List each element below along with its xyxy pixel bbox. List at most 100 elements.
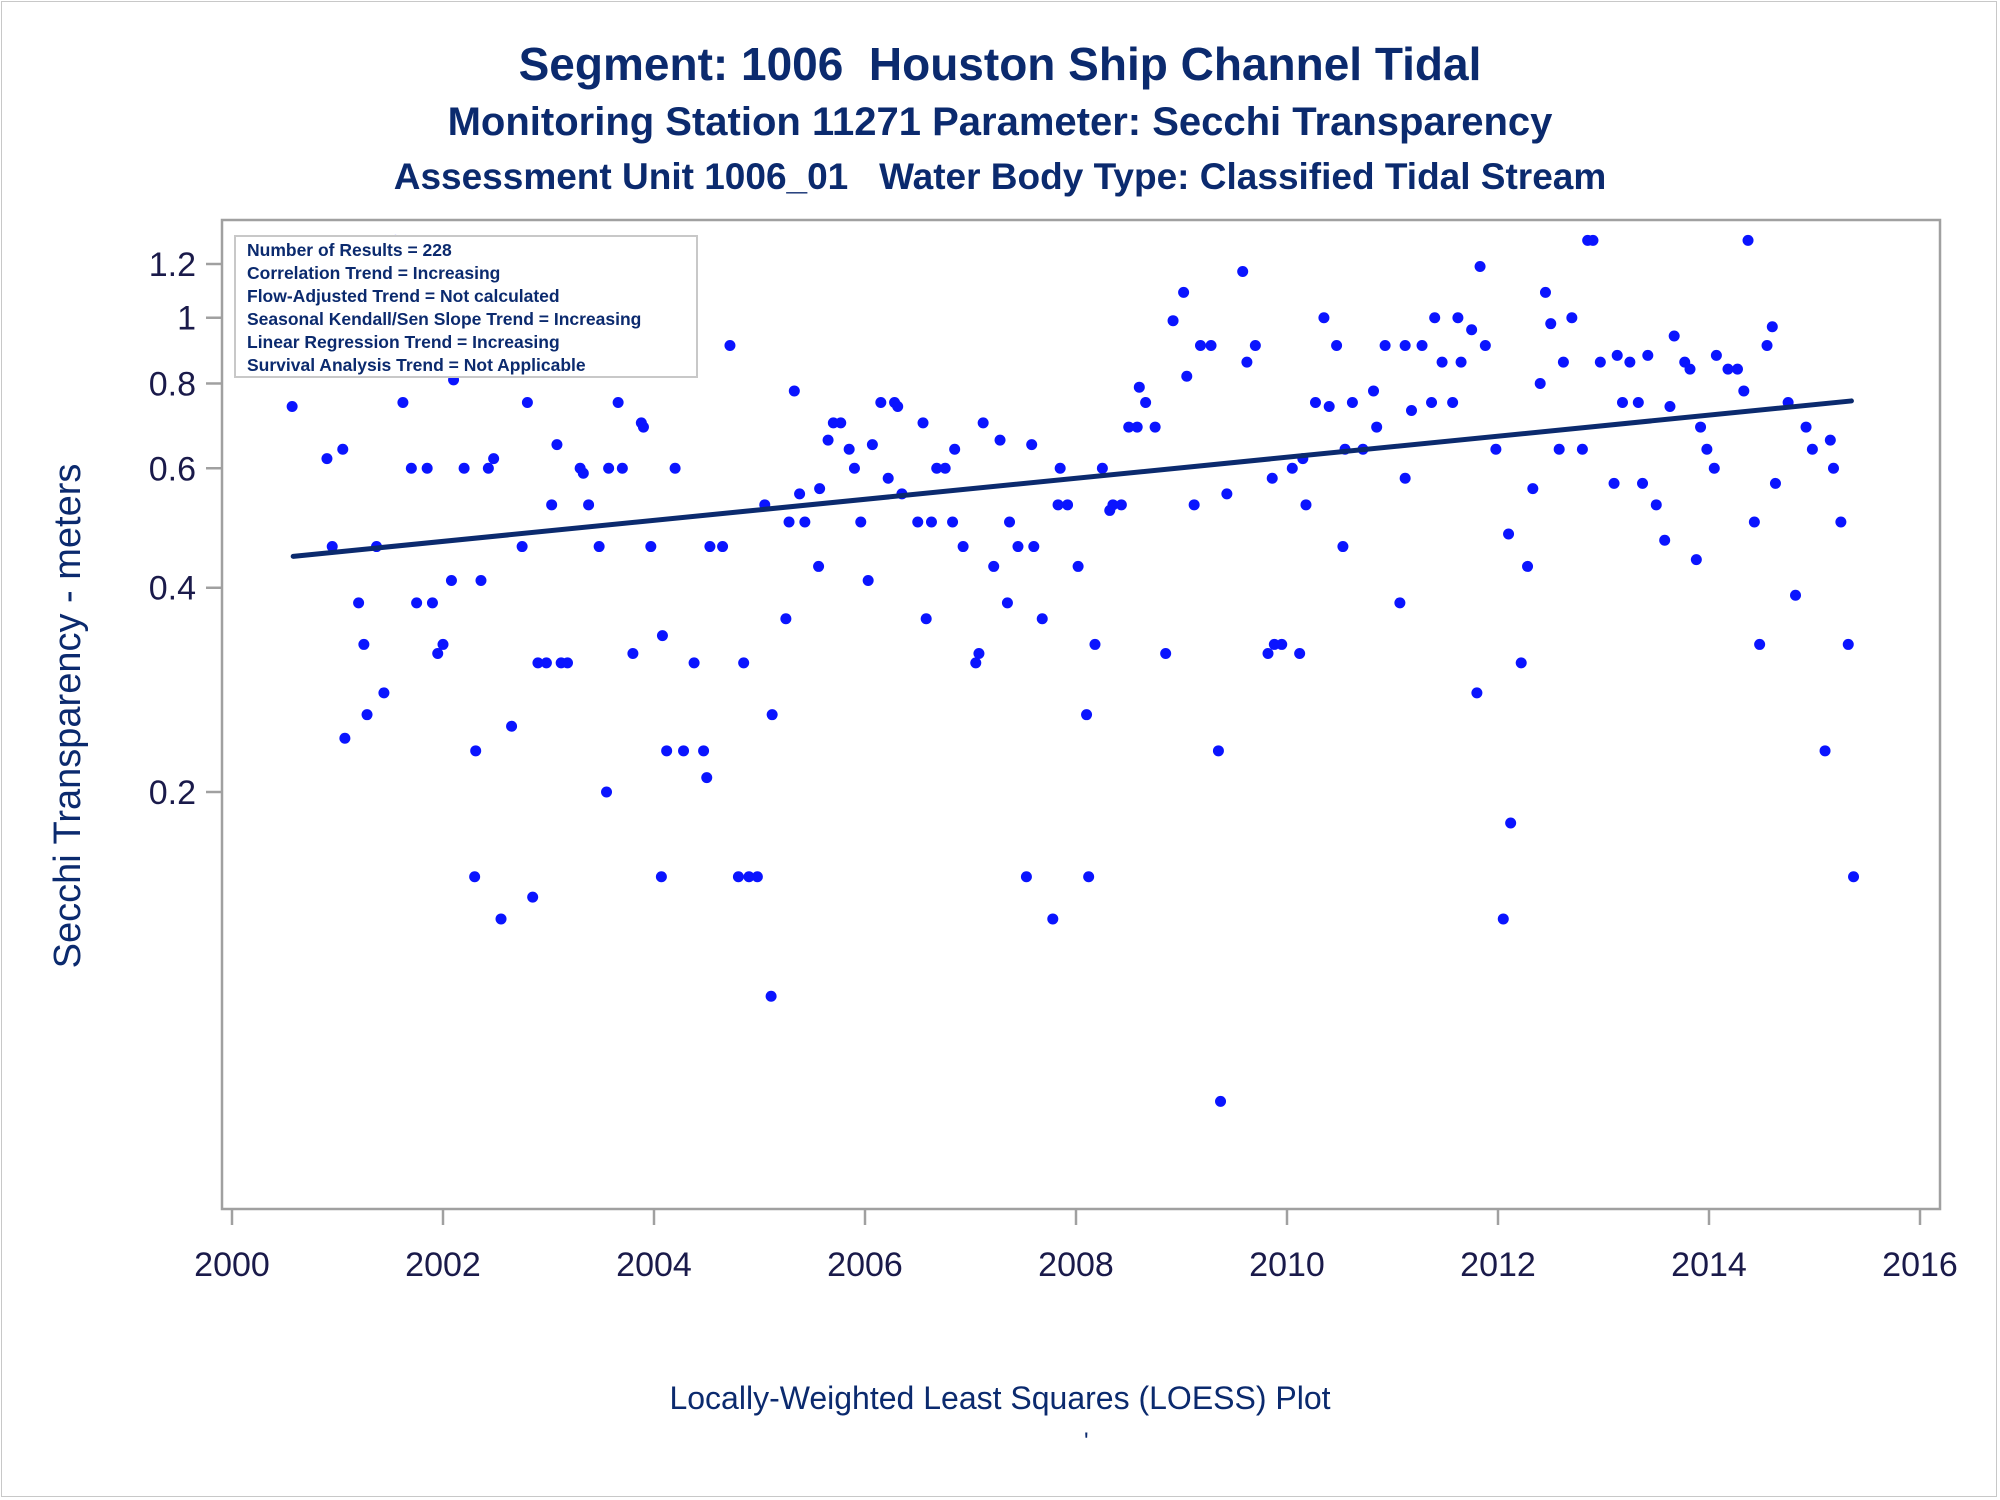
data-point	[939, 462, 951, 474]
stats-line: Correlation Trend = Increasing	[247, 263, 500, 283]
x-tick-label: 2002	[405, 1246, 481, 1284]
data-point	[1708, 462, 1720, 474]
data-point	[1054, 462, 1066, 474]
data-point	[1710, 349, 1722, 361]
data-point	[1371, 421, 1383, 433]
data-point	[1020, 871, 1032, 883]
data-point	[1167, 315, 1179, 327]
data-point	[788, 385, 800, 397]
data-point	[949, 443, 961, 455]
data-point	[1642, 349, 1654, 361]
data-point	[1587, 234, 1599, 246]
data-point	[475, 574, 487, 586]
data-point	[1249, 340, 1261, 352]
data-point	[892, 400, 904, 412]
data-point	[561, 657, 573, 669]
data-point	[1405, 404, 1417, 416]
data-point	[1754, 638, 1766, 650]
data-point	[593, 541, 605, 553]
data-point	[1001, 597, 1013, 609]
data-point	[717, 541, 729, 553]
y-tick-label: 1.2	[149, 246, 196, 284]
data-point	[1637, 477, 1649, 489]
data-point	[1545, 318, 1557, 330]
data-point	[1331, 340, 1343, 352]
stats-line: Survival Analysis Trend = Not Applicable	[247, 355, 586, 375]
data-point	[637, 421, 649, 433]
data-point	[1819, 745, 1831, 757]
data-point	[1659, 534, 1671, 546]
x-tick-label: 2012	[1460, 1246, 1536, 1284]
data-point	[920, 613, 932, 625]
chart-subtitle-2: Assessment Unit 1006_01 Water Body Type:…	[393, 156, 1607, 197]
y-axis: 0.2 0.4 0.6 0.8 1 1.2	[149, 246, 222, 812]
data-point	[603, 462, 615, 474]
data-point	[1824, 434, 1836, 446]
data-point	[1650, 499, 1662, 511]
data-point	[339, 732, 351, 744]
data-point	[882, 472, 894, 484]
data-point	[656, 630, 668, 642]
data-point	[458, 462, 470, 474]
data-point	[1083, 871, 1095, 883]
data-point	[1178, 286, 1190, 298]
data-point	[1241, 356, 1253, 368]
footnote: Locally-Weighted Least Squares (LOESS) P…	[669, 1380, 1331, 1416]
data-point	[1436, 356, 1448, 368]
data-point	[1790, 589, 1802, 601]
y-tick-label: 0.4	[149, 570, 196, 608]
data-point	[1212, 745, 1224, 757]
data-point	[1346, 397, 1358, 409]
x-axis: 2000 2002 2004 2006 2008 2010 2012 2014 2016	[194, 1209, 1958, 1284]
data-point	[1309, 397, 1321, 409]
data-point	[1160, 647, 1172, 659]
data-point	[1761, 340, 1773, 352]
stats-line: Seasonal Kendall/Sen Slope Trend = Incre…	[247, 309, 641, 329]
data-point	[701, 772, 713, 784]
data-point	[445, 574, 457, 586]
data-point	[1738, 385, 1750, 397]
data-point	[957, 541, 969, 553]
data-point	[1368, 385, 1380, 397]
data-point	[551, 439, 563, 451]
data-point	[1004, 516, 1016, 528]
data-point	[1115, 499, 1127, 511]
data-point	[437, 638, 449, 650]
data-point	[661, 745, 673, 757]
data-point	[1827, 462, 1839, 474]
data-point	[1490, 443, 1502, 455]
data-point	[743, 871, 755, 883]
data-point	[917, 417, 929, 429]
data-point	[751, 871, 763, 883]
data-point	[1701, 443, 1713, 455]
stats-box: Number of Results = 228 Correlation Tren…	[234, 235, 698, 378]
data-point	[931, 462, 943, 474]
x-tick-label: 2000	[194, 1246, 270, 1284]
data-point	[1429, 312, 1441, 324]
data-point	[321, 453, 333, 465]
chart-subtitle: Monitoring Station 11271 Parameter: Secc…	[447, 100, 1553, 144]
plot-area	[220, 218, 1942, 1211]
data-point	[1766, 321, 1778, 333]
data-point	[1842, 638, 1854, 650]
y-axis-label: Secchi Transparency - meters	[47, 464, 89, 969]
data-point	[947, 516, 959, 528]
x-tick-label: 2010	[1249, 1246, 1325, 1284]
data-point	[912, 516, 924, 528]
data-point	[1131, 421, 1143, 433]
data-point	[1266, 472, 1278, 484]
data-point	[1695, 421, 1707, 433]
x-tick-label: 2008	[1038, 1246, 1114, 1284]
data-point	[766, 709, 778, 721]
data-point	[1576, 443, 1588, 455]
data-point	[1455, 356, 1467, 368]
data-point	[970, 657, 982, 669]
data-point	[1539, 286, 1551, 298]
data-point	[1294, 647, 1306, 659]
data-point	[1553, 443, 1565, 455]
data-point	[1479, 340, 1491, 352]
y-tick-label: 1	[177, 300, 196, 338]
data-point	[1205, 340, 1217, 352]
data-point	[361, 709, 373, 721]
